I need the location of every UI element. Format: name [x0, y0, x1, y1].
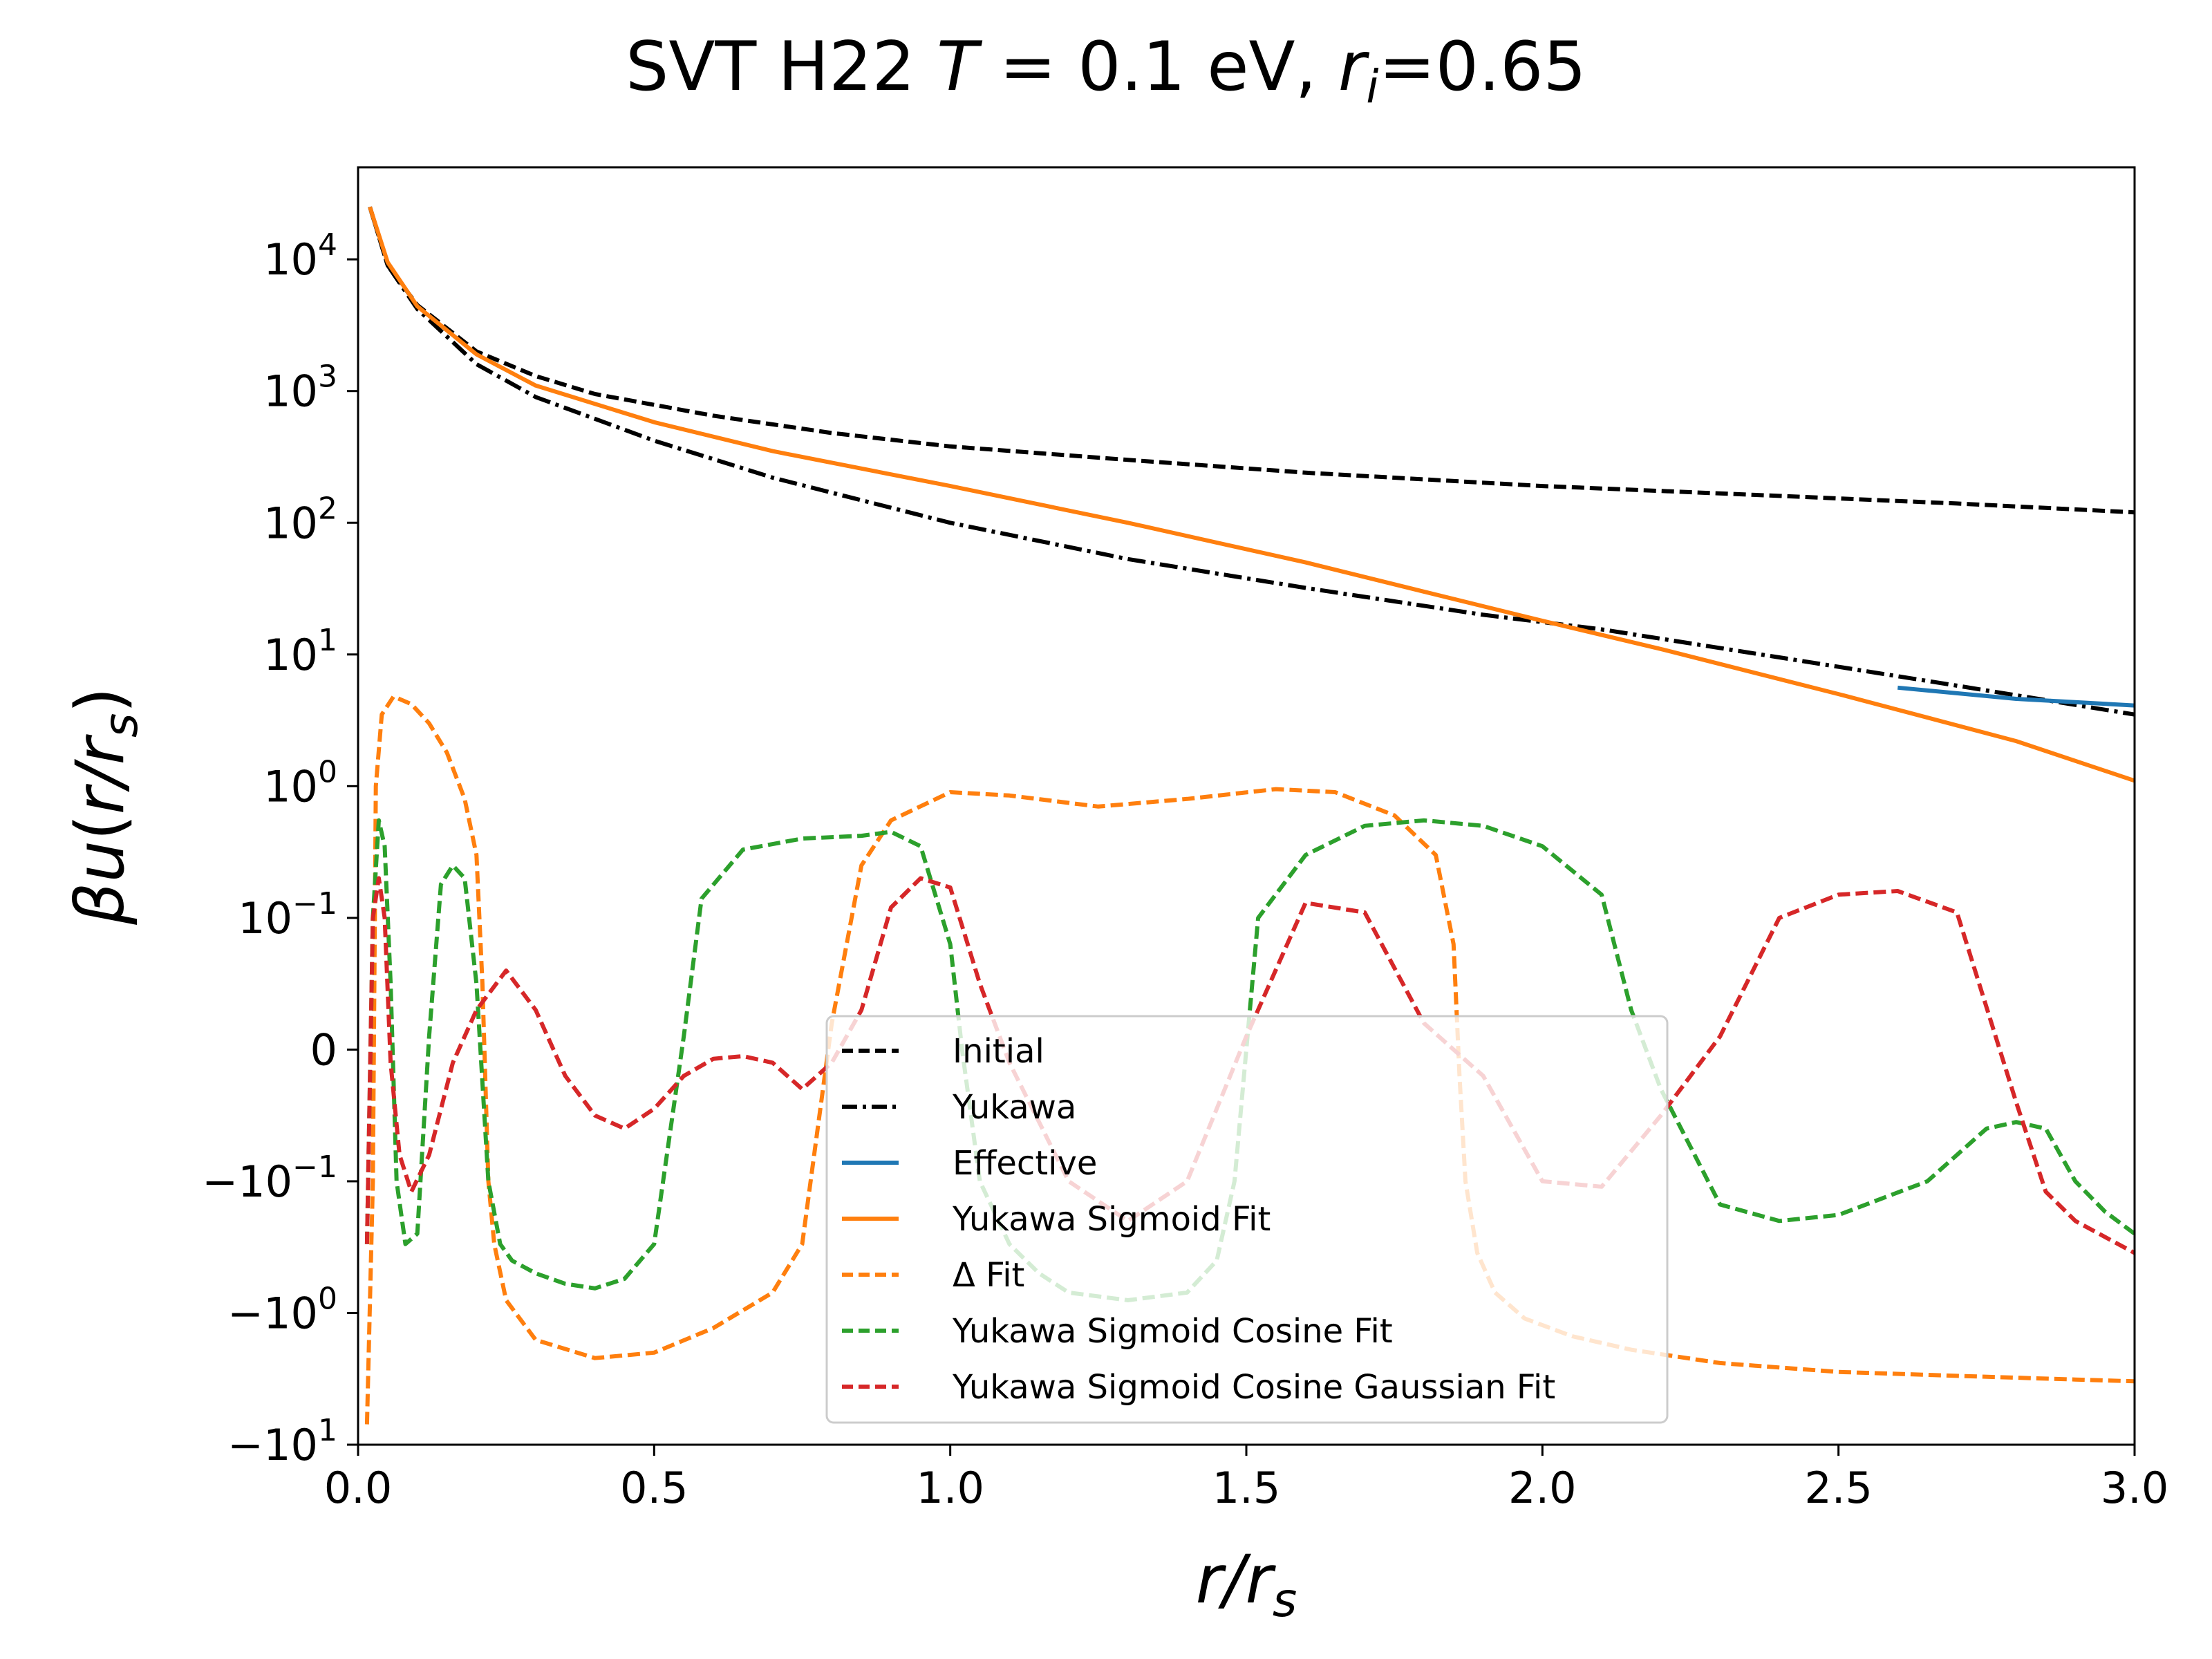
legend-label: Yukawa Sigmoid Cosine Fit: [952, 1312, 1393, 1351]
series-line-1: [368, 206, 2135, 717]
x-tick-label: 0.0: [324, 1463, 393, 1513]
y-tick-label: 0: [310, 1024, 337, 1075]
y-axis-label: βu(r/rs): [62, 687, 149, 926]
y-tick-label: 104: [263, 227, 337, 285]
legend-label: Δ Fit: [953, 1256, 1024, 1295]
legend-label: Effective: [953, 1144, 1097, 1183]
y-tick-label: −100: [227, 1281, 337, 1338]
x-axis: 0.0 0.5 1.0 1.5 2.0 2.5 3.0: [324, 1445, 2169, 1513]
x-tick-label: 0.5: [620, 1463, 688, 1513]
legend-label: Yukawa Sigmoid Cosine Gaussian Fit: [952, 1368, 1555, 1407]
x-tick-label: 2.5: [1804, 1463, 1873, 1513]
y-tick-label: −101: [227, 1413, 337, 1470]
legend-label: Initial: [953, 1032, 1044, 1071]
y-tick-label: 100: [263, 754, 337, 812]
series-lines: [364, 206, 2135, 1425]
series-line-6: [364, 876, 2135, 1255]
y-tick-label: 10−1: [238, 886, 337, 944]
y-tick-label: 102: [263, 491, 337, 548]
series-line-2: [1897, 685, 2135, 708]
x-tick-label: 1.5: [1212, 1463, 1281, 1513]
x-tick-label: 1.0: [916, 1463, 984, 1513]
series-line-5: [364, 818, 2135, 1302]
chart-title: SVT H22 T = 0.1 eV, ri=0.65: [626, 28, 1586, 113]
legend-label: Yukawa Sigmoid Fit: [952, 1200, 1271, 1239]
series-line-4: [364, 694, 2135, 1425]
y-tick-label: −10−1: [202, 1150, 337, 1207]
legend-box: [825, 1015, 1669, 1424]
legend: Initial Yukawa Effective Yukawa Sigmoid Fit…: [825, 1015, 1669, 1424]
y-tick-label: 101: [263, 623, 337, 680]
x-tick-label: 3.0: [2101, 1463, 2169, 1513]
series-line-3: [368, 206, 2135, 783]
x-tick-label: 2.0: [1508, 1463, 1577, 1513]
legend-label: Yukawa: [952, 1088, 1076, 1127]
y-tick-label: 103: [263, 359, 337, 417]
y-axis: 104 103 102 101 100 10−1 0 −10−1 −100 −101: [202, 227, 358, 1470]
